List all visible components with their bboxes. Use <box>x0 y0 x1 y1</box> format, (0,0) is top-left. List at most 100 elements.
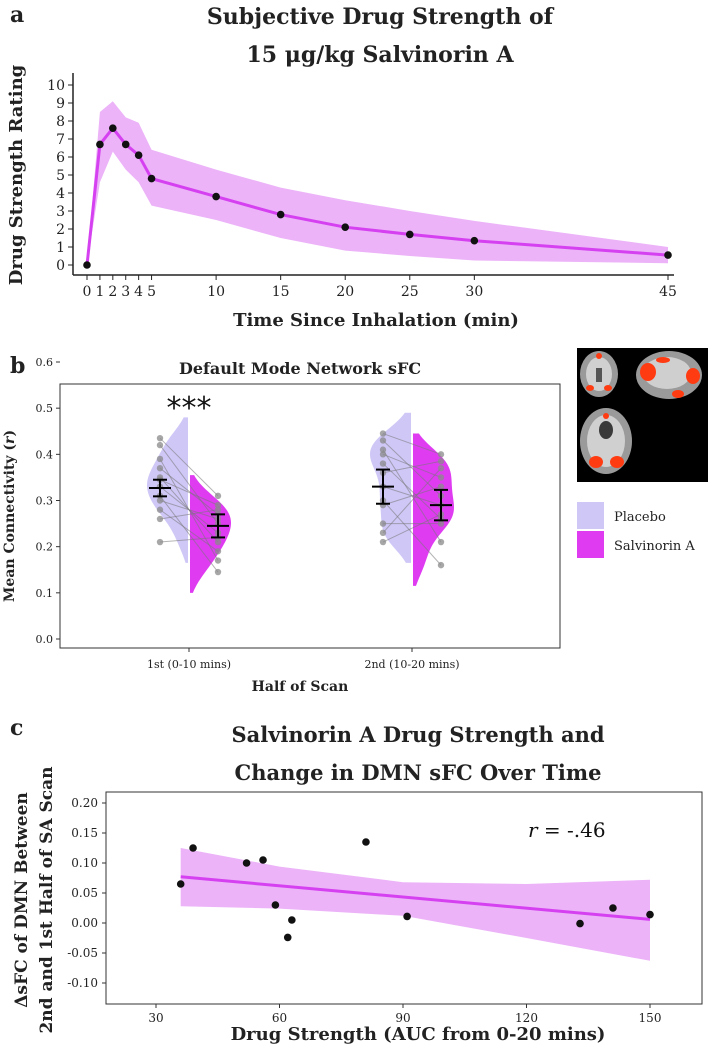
salvinorin-point <box>437 464 445 472</box>
placebo-point <box>379 451 387 458</box>
paired-line <box>382 463 442 520</box>
drug-strength-chart: Subjective Drug Strength of 15 μg/kg Sal… <box>6 4 677 331</box>
salvinorin-point <box>437 538 445 546</box>
scatter-point <box>242 859 251 867</box>
data-point <box>405 230 414 239</box>
y-tick-label: 0.6 <box>36 356 54 369</box>
x-tick-label: 20 <box>336 284 354 300</box>
confidence-band <box>87 101 668 265</box>
y-tick-label: 0.1 <box>36 587 54 600</box>
scatter-point <box>609 904 617 912</box>
data-point <box>83 261 91 269</box>
x-tick-label: 1st (0-10 mins) <box>147 658 231 671</box>
scatter-point <box>259 856 267 864</box>
y-tick-label: 0.20 <box>71 796 98 810</box>
scatter-point <box>288 916 296 924</box>
x-tick-label: 90 <box>395 1011 410 1025</box>
paired-line <box>159 467 219 515</box>
x-tick-label: 4 <box>134 284 143 300</box>
salvinorin-point <box>214 506 222 513</box>
scatter-point <box>576 919 584 928</box>
data-point <box>121 140 130 149</box>
paired-line <box>159 509 219 520</box>
placebo-point <box>156 455 164 463</box>
brain-dmn-image <box>577 348 708 482</box>
x-tick-label: 60 <box>272 1011 287 1025</box>
paired-line <box>159 500 219 520</box>
correlation-annotation: r = -.46 <box>528 818 606 842</box>
data-point <box>212 192 220 201</box>
paired-line <box>159 509 219 552</box>
data-point <box>109 124 117 132</box>
fit-confidence-band <box>180 848 650 961</box>
x-tick-label: 30 <box>148 1011 163 1025</box>
chart-c-title-line1: Salvinorin A Drug Strength and <box>231 722 604 747</box>
paired-line <box>159 444 219 524</box>
placebo-point <box>156 506 164 513</box>
y-tick-label: 10 <box>47 78 65 94</box>
auc-scatter-chart: Salvinorin A Drug Strength and Change in… <box>12 722 703 1045</box>
salvinorin-point <box>214 548 222 555</box>
paired-line <box>382 433 442 455</box>
salvinorin-point <box>214 557 222 564</box>
paired-line <box>159 479 219 506</box>
y-tick-label: -0.05 <box>67 946 98 960</box>
y-tick-label: 0.3 <box>36 495 54 508</box>
x-tick-label: 45 <box>659 284 677 300</box>
y-tick-label: 4 <box>56 186 65 202</box>
data-point <box>134 151 143 159</box>
violin-placebo <box>147 417 189 563</box>
salvinorin-point <box>437 520 445 527</box>
dmn-violin-chart: Default Mode Network sFC 0.0 0.1 0.2 0.3 0.4… <box>2 348 708 695</box>
violin-placebo <box>370 412 412 563</box>
y-tick-label: 8 <box>56 114 65 130</box>
chart-a-xlabel: Time Since Inhalation (min) <box>233 310 519 331</box>
chart-b-ylabel: Mean Connectivity (r) <box>2 430 18 602</box>
panel-label-b: b <box>10 353 25 379</box>
paired-line <box>159 437 219 497</box>
y-tick-label: 0.4 <box>36 448 54 461</box>
scatter-point <box>271 901 280 909</box>
y-tick-label: 0.2 <box>36 541 54 554</box>
placebo-point <box>156 441 164 449</box>
salvinorin-point <box>214 538 222 546</box>
scatter-point <box>362 838 370 846</box>
scatter-point <box>283 933 292 942</box>
x-tick-label: 120 <box>515 1011 538 1025</box>
scatter-point <box>189 844 197 852</box>
x-tick-label: 2 <box>108 284 117 300</box>
paired-line <box>382 467 442 534</box>
placebo-point <box>379 529 387 537</box>
paired-line <box>382 513 442 543</box>
paired-line <box>382 486 442 506</box>
y-tick-label: 5 <box>56 168 65 184</box>
x-tick-label: 150 <box>639 1011 662 1025</box>
chart-b-xlabel: Half of Scan <box>252 679 349 695</box>
scatter-point <box>646 910 654 919</box>
legend-swatch-placebo <box>577 502 604 529</box>
salvinorin-point <box>214 501 222 509</box>
y-tick-label: 1 <box>56 240 65 256</box>
x-tick-label: 25 <box>401 284 419 300</box>
chart-a-ylabel: Drug Strength Rating <box>6 64 27 285</box>
paired-line <box>159 536 219 543</box>
y-tick-label: 3 <box>56 204 65 220</box>
data-point <box>276 210 285 219</box>
salvinorin-point <box>214 568 222 576</box>
x-tick-label: 15 <box>272 284 290 300</box>
salvinorin-point <box>437 561 445 569</box>
panel-label-c: c <box>10 715 23 741</box>
y-tick-label: 0.15 <box>71 826 98 840</box>
chart-c-xlabel: Drug Strength (AUC from 0-20 mins) <box>231 1024 606 1045</box>
significance-stars: *** <box>167 391 212 426</box>
salvinorin-point <box>214 492 222 500</box>
x-tick-label: 30 <box>465 284 483 300</box>
legend: Placebo Salvinorin A <box>577 502 695 558</box>
placebo-point <box>156 538 164 546</box>
data-point <box>664 251 672 259</box>
x-tick-label: 0 <box>83 284 92 300</box>
x-tick-label: 5 <box>147 284 156 300</box>
placebo-point <box>379 538 387 546</box>
data-point <box>341 223 350 231</box>
